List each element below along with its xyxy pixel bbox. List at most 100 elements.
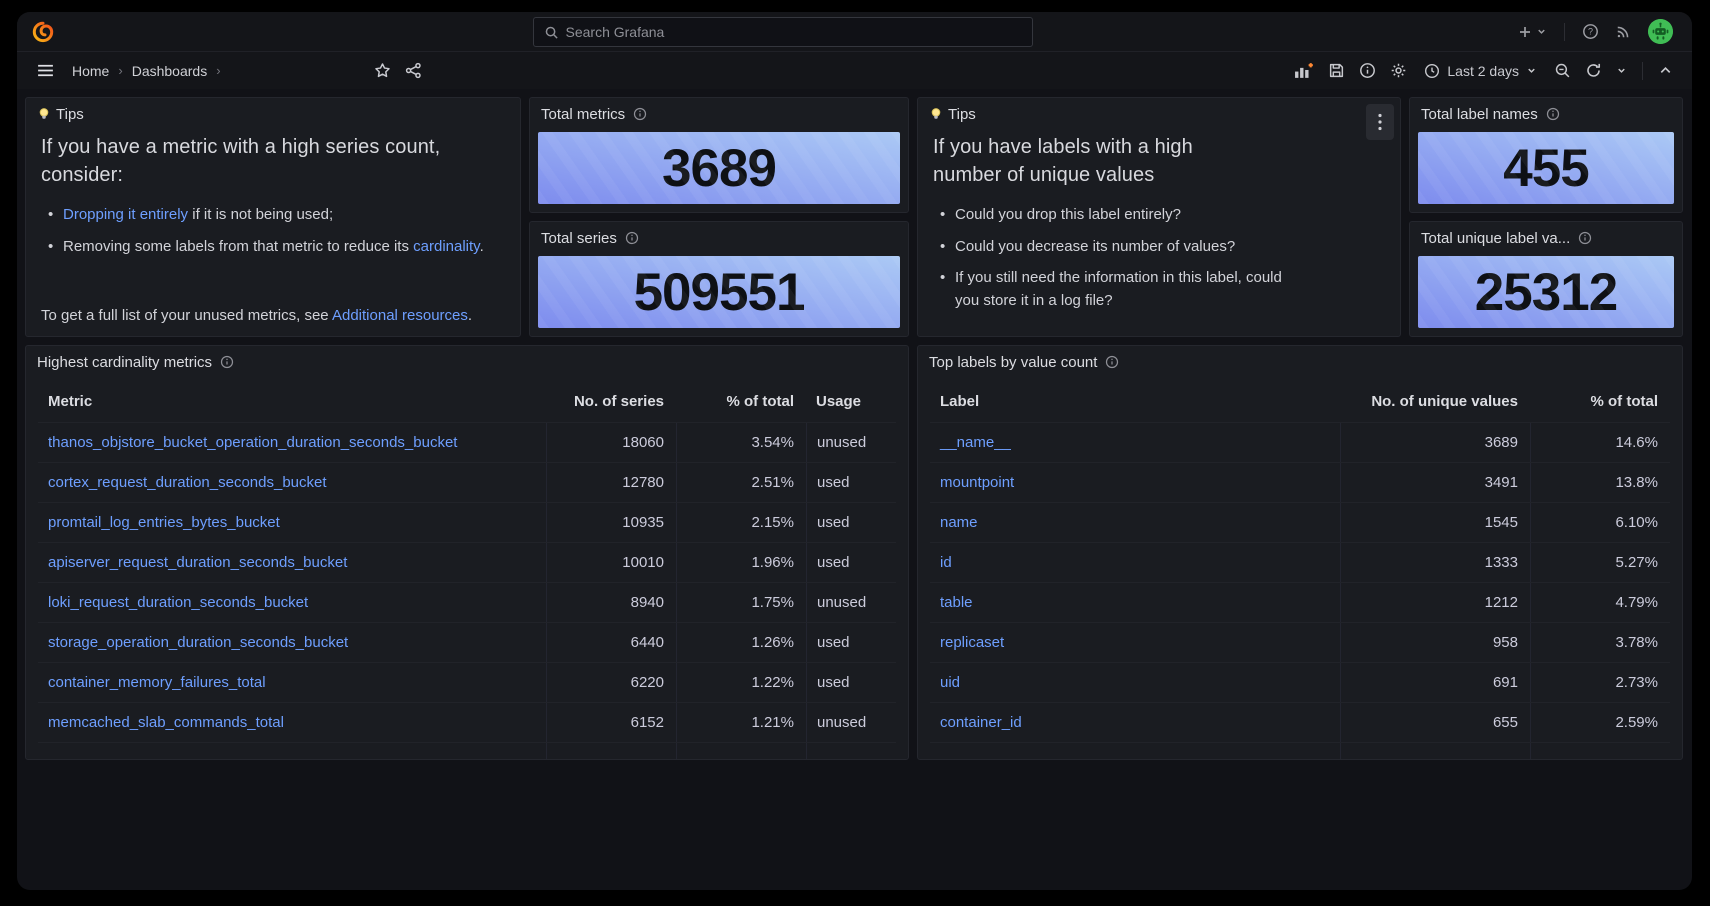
info-icon[interactable] xyxy=(633,107,647,121)
breadcrumb-dashboards[interactable]: Dashboards xyxy=(131,62,208,79)
kebab-icon xyxy=(1378,113,1382,131)
series-count: 10935 xyxy=(546,503,676,542)
add-panel-icon xyxy=(1294,62,1314,79)
column-header[interactable]: % of total xyxy=(1590,392,1659,410)
percent-of-total: 3.78% xyxy=(1530,623,1670,662)
share-button[interactable] xyxy=(400,57,427,84)
metric-link[interactable]: cortex_request_duration_seconds_bucket xyxy=(48,474,327,491)
settings-button[interactable] xyxy=(1385,57,1412,84)
tips-content: If you have labels with a high number of… xyxy=(918,130,1400,336)
label-link[interactable]: table xyxy=(940,594,973,611)
info-icon[interactable] xyxy=(625,231,639,245)
column-header[interactable]: Usage xyxy=(816,392,862,410)
metric-link[interactable]: promtail_log_entries_bytes_bucket xyxy=(48,514,280,531)
label-link[interactable]: uid xyxy=(940,674,961,691)
usage-value: unused xyxy=(806,583,896,622)
series-count: 8940 xyxy=(546,583,676,622)
table-row: mountpoint 3491 13.8% xyxy=(930,462,1670,502)
info-icon[interactable] xyxy=(1578,231,1592,245)
column-header[interactable]: No. of unique values xyxy=(1371,392,1518,410)
table-row: replicaset 958 3.78% xyxy=(930,622,1670,662)
avatar-robot-icon xyxy=(1648,19,1673,44)
clock-icon xyxy=(1424,63,1440,79)
unique-values-count: 655 xyxy=(1340,703,1530,742)
additional-resources-link[interactable]: Additional resources xyxy=(331,307,468,324)
search-input[interactable] xyxy=(565,24,1022,40)
percent-of-total: 13.8% xyxy=(1530,463,1670,502)
label-link[interactable]: __name__ xyxy=(940,434,1011,451)
refresh-button[interactable] xyxy=(1580,57,1607,84)
refresh-interval-caret-button[interactable] xyxy=(1611,60,1632,81)
breadcrumb: Home › Dashboards › xyxy=(72,63,221,79)
favorite-button[interactable] xyxy=(369,57,396,84)
share-icon xyxy=(405,62,422,79)
plus-icon xyxy=(1517,24,1533,40)
tips-footer-text: To get a full list of your unused metric… xyxy=(41,307,332,324)
profile-button[interactable] xyxy=(1643,14,1678,49)
cardinality-link[interactable]: cardinality xyxy=(413,237,480,255)
panel-title: Top labels by value count xyxy=(929,353,1098,371)
metric-link[interactable]: container_memory_failures_total xyxy=(48,674,266,691)
unique-values-count: 958 xyxy=(1340,623,1530,662)
percent-of-total: 1.26% xyxy=(676,623,806,662)
column-header[interactable]: Label xyxy=(940,392,980,410)
refresh-icon xyxy=(1585,62,1602,79)
divider xyxy=(1564,22,1565,41)
panel-title: Highest cardinality metrics xyxy=(37,353,213,371)
total-unique-label-values-panel: Total unique label va... 25312 xyxy=(1409,221,1683,337)
usage-value: used xyxy=(806,463,896,502)
breadcrumb-home[interactable]: Home xyxy=(72,62,110,79)
stat-value: 3689 xyxy=(662,138,777,198)
settings-icon xyxy=(1390,62,1407,79)
search-box[interactable] xyxy=(532,17,1033,47)
label-link[interactable]: mountpoint xyxy=(940,474,1015,491)
metric-link[interactable]: apiserver_request_duration_seconds_bucke… xyxy=(48,554,348,571)
panel-menu-button[interactable] xyxy=(1366,104,1394,140)
help-button[interactable]: ? xyxy=(1577,18,1604,45)
dashboard-actions xyxy=(369,57,427,84)
news-button[interactable] xyxy=(1610,18,1637,45)
collapse-button[interactable] xyxy=(1653,58,1678,83)
tips-item: Dropping it entirely if it is not being … xyxy=(41,204,505,227)
insights-button[interactable] xyxy=(1354,57,1381,84)
menu-icon xyxy=(36,61,55,80)
metric-link[interactable]: storage_operation_duration_seconds_bucke… xyxy=(48,634,349,651)
drop-metric-link[interactable]: Dropping it entirely xyxy=(63,206,189,224)
series-count: 10010 xyxy=(546,543,676,582)
info-icon[interactable] xyxy=(1546,107,1560,121)
metric-link[interactable]: memcached_slab_commands_total xyxy=(48,714,284,731)
help-icon: ? xyxy=(1582,23,1599,40)
add-panel-button[interactable] xyxy=(1289,57,1319,84)
add-new-button[interactable] xyxy=(1512,19,1552,45)
tips-labels-panel: Tips If you have labels with a high numb… xyxy=(917,97,1401,337)
highest-cardinality-metrics-panel: Highest cardinality metrics Metric No. o… xyxy=(25,345,909,760)
grafana-logo[interactable] xyxy=(31,20,55,44)
labels-table: Label No. of unique values % of total __… xyxy=(930,380,1670,759)
table-row-clipped xyxy=(38,742,896,759)
table-row-clipped xyxy=(930,742,1670,759)
tips-item: Could you decrease its number of values? xyxy=(933,236,1289,259)
column-header[interactable]: % of total xyxy=(726,392,795,410)
save-button[interactable] xyxy=(1323,57,1350,84)
table-row: name 1545 6.10% xyxy=(930,502,1670,542)
tips-content: If you have a metric with a high series … xyxy=(26,130,520,336)
metric-link[interactable]: thanos_objstore_bucket_operation_duratio… xyxy=(48,434,458,451)
zoom-out-button[interactable] xyxy=(1549,57,1576,84)
time-range-picker[interactable]: Last 2 days xyxy=(1416,58,1545,84)
label-link[interactable]: replicaset xyxy=(940,634,1005,651)
info-icon[interactable] xyxy=(1105,355,1119,369)
percent-of-total: 1.96% xyxy=(676,543,806,582)
percent-of-total: 2.15% xyxy=(676,503,806,542)
metric-link[interactable]: loki_request_duration_seconds_bucket xyxy=(48,594,309,611)
column-header[interactable]: Metric xyxy=(48,392,93,410)
label-link[interactable]: name xyxy=(940,514,978,531)
panel-title: Total label names xyxy=(1421,105,1538,123)
label-link[interactable]: id xyxy=(940,554,952,571)
menu-toggle-button[interactable] xyxy=(31,56,60,85)
table-row: container_memory_failures_total 6220 1.2… xyxy=(38,662,896,702)
table-row: apiserver_request_duration_seconds_bucke… xyxy=(38,542,896,582)
tips-list: Could you drop this label entirely? Coul… xyxy=(933,204,1385,312)
info-icon[interactable] xyxy=(220,355,234,369)
column-header[interactable]: No. of series xyxy=(573,392,664,410)
label-link[interactable]: container_id xyxy=(940,714,1022,731)
